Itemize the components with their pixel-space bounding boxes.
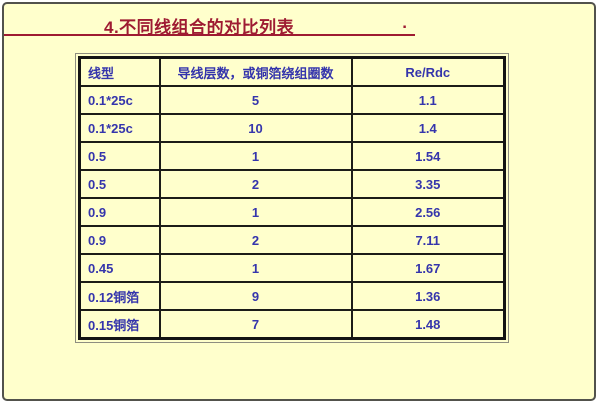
cell-re-rdc: 7.11 — [350, 225, 506, 255]
column-header-re-rdc: Re/Rdc — [350, 56, 506, 87]
comparison-table: 线型 导线层数，或铜箔绕组圈数 Re/Rdc 0.1*25c 5 1.1 0.1… — [75, 53, 509, 343]
cell-re-rdc: 1.1 — [350, 85, 506, 115]
table-row: 0.1*25c 10 1.4 — [78, 113, 506, 143]
table-row: 0.5 2 3.35 — [78, 169, 506, 199]
cell-re-rdc: 1.48 — [350, 309, 506, 340]
cell-layers: 5 — [158, 85, 353, 115]
table-row: 0.5 1 1.54 — [78, 141, 506, 171]
cell-wire-type: 0.45 — [78, 253, 161, 283]
table-container: 线型 导线层数，或铜箔绕组圈数 Re/Rdc 0.1*25c 5 1.1 0.1… — [75, 53, 509, 343]
slide: 4.不同线组合的对比列表 . 线型 导线层数，或铜箔绕组圈数 Re/Rdc 0.… — [2, 2, 596, 401]
table-row: 0.15铜箔 7 1.48 — [78, 309, 506, 340]
cell-wire-type: 0.12铜箔 — [78, 281, 161, 311]
cell-layers: 1 — [158, 141, 353, 171]
title-underline-rule: 4.不同线组合的对比列表 . — [4, 10, 415, 37]
cell-layers: 10 — [158, 113, 353, 143]
cell-re-rdc: 1.36 — [350, 281, 506, 311]
cell-re-rdc: 3.35 — [350, 169, 506, 199]
table-row: 0.12铜箔 9 1.36 — [78, 281, 506, 311]
cell-wire-type: 0.1*25c — [78, 85, 161, 115]
cell-wire-type: 0.9 — [78, 197, 161, 227]
cell-layers: 7 — [158, 309, 353, 340]
title-trailing-period: . — [402, 13, 407, 32]
table-row: 0.9 1 2.56 — [78, 197, 506, 227]
cell-layers: 1 — [158, 253, 353, 283]
column-header-wire-type: 线型 — [78, 56, 161, 87]
cell-re-rdc: 1.4 — [350, 113, 506, 143]
table-row: 0.45 1 1.67 — [78, 253, 506, 283]
cell-layers: 1 — [158, 197, 353, 227]
cell-re-rdc: 2.56 — [350, 197, 506, 227]
page-title: 4.不同线组合的对比列表 — [104, 18, 295, 37]
table-header-row: 线型 导线层数，或铜箔绕组圈数 Re/Rdc — [78, 56, 506, 87]
cell-layers: 9 — [158, 281, 353, 311]
cell-layers: 2 — [158, 169, 353, 199]
table-row: 0.9 2 7.11 — [78, 225, 506, 255]
column-header-layers: 导线层数，或铜箔绕组圈数 — [158, 56, 353, 87]
cell-re-rdc: 1.54 — [350, 141, 506, 171]
cell-wire-type: 0.5 — [78, 169, 161, 199]
cell-wire-type: 0.15铜箔 — [78, 309, 161, 340]
cell-re-rdc: 1.67 — [350, 253, 506, 283]
cell-wire-type: 0.9 — [78, 225, 161, 255]
table-row: 0.1*25c 5 1.1 — [78, 85, 506, 115]
cell-wire-type: 0.1*25c — [78, 113, 161, 143]
cell-layers: 2 — [158, 225, 353, 255]
cell-wire-type: 0.5 — [78, 141, 161, 171]
